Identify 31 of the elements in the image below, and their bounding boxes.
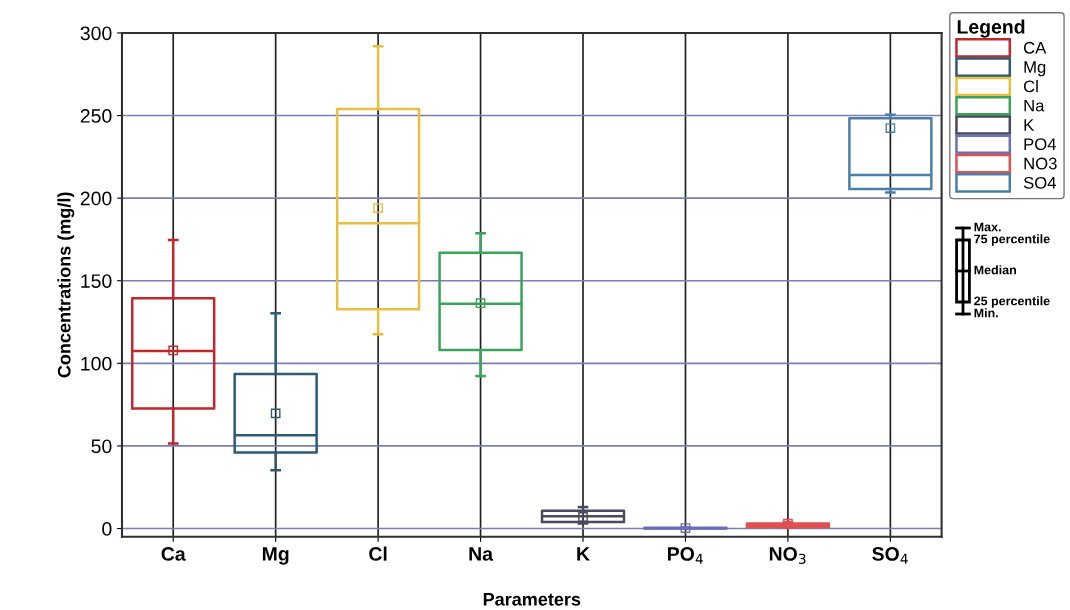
- legend-label: PO4: [1024, 138, 1056, 151]
- x-tick-label: K: [577, 547, 590, 561]
- y-tick-label: 0: [102, 522, 112, 536]
- y-tick-label: 300: [80, 26, 112, 41]
- legend-label: CA: [1023, 41, 1047, 54]
- legend-label: Mg: [1024, 61, 1046, 77]
- x-tick-label: Cl: [369, 546, 387, 561]
- y-axis-title: Concentrations (mg/l): [57, 192, 75, 378]
- y-tick-label: 200: [80, 191, 112, 206]
- legend-label: NO3: [1024, 157, 1057, 170]
- x-tick-label: Na: [469, 547, 494, 561]
- x-tick-label: NO$_{3}$: [769, 547, 806, 564]
- x-tick-label: Mg: [262, 547, 289, 565]
- x-axis-title: Parameters: [483, 593, 581, 606]
- legend-label: Cl: [1023, 80, 1038, 93]
- text: Min.: [974, 308, 998, 318]
- x-tick-label: PO$_{4}$: [668, 547, 703, 564]
- x-tick-label: SO$_{4}$: [872, 547, 908, 564]
- y-tick-label: 50: [91, 439, 112, 454]
- legend-label: Na: [1024, 99, 1045, 112]
- x-tick-label: Ca: [161, 547, 186, 561]
- legend-title: Legend: [957, 19, 1025, 38]
- y-tick-label: 250: [80, 109, 112, 123]
- legend-label: SO4: [1023, 176, 1056, 189]
- text: 25 percentile: [974, 296, 1050, 308]
- y-tick-label: 100: [81, 356, 112, 371]
- y-tick-label: 150: [81, 274, 112, 288]
- legend-label: K: [1024, 119, 1035, 131]
- text: Median: [974, 265, 1016, 275]
- text: 75 percentile: [974, 234, 1050, 246]
- text: Max.: [974, 222, 1001, 232]
